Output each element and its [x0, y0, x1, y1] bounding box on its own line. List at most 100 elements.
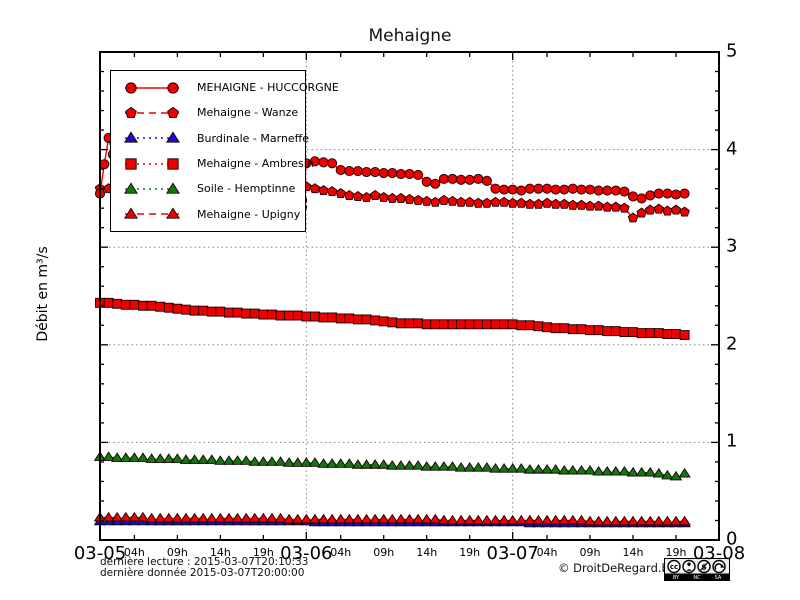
data-point-square — [593, 325, 604, 336]
data-point-pentagon — [125, 106, 137, 118]
data-point-square — [352, 314, 363, 325]
data-point-triangle — [300, 513, 313, 524]
data-point-circle — [645, 190, 656, 201]
data-point-triangle — [377, 459, 390, 469]
data-point-circle — [447, 173, 458, 184]
data-point-pentagon — [412, 194, 424, 205]
data-point-square — [619, 327, 630, 338]
data-point-square — [249, 308, 260, 319]
data-point-triangle — [575, 464, 588, 475]
data-point-square — [421, 319, 432, 330]
data-point-pentagon — [507, 197, 518, 208]
data-point-circle — [610, 185, 621, 196]
legend-triangle-marker — [123, 131, 181, 143]
data-point-triangle — [153, 453, 167, 463]
data-point-circle — [507, 184, 518, 195]
data-point-circle — [636, 193, 647, 204]
svg-text:cc: cc — [670, 563, 678, 571]
data-point-triangle — [196, 454, 210, 464]
data-point-triangle — [678, 515, 691, 526]
data-point-square — [473, 319, 484, 330]
data-point-pentagon — [550, 198, 561, 209]
data-point-triangle — [179, 512, 193, 523]
data-point-square — [645, 328, 656, 339]
data-point-square — [447, 319, 458, 330]
series-mehaigne-ambresin — [95, 297, 690, 340]
data-point-pentagon — [369, 189, 381, 200]
legend-circle-marker — [125, 82, 179, 94]
data-point-triangle — [282, 513, 296, 524]
data-point-triangle — [506, 463, 519, 473]
data-point-triangle — [592, 465, 605, 476]
data-point-triangle — [123, 207, 139, 219]
x-hour-label: 14h — [622, 546, 644, 559]
data-point-square — [550, 323, 561, 334]
data-point-pentagon — [670, 204, 682, 215]
data-point-pentagon — [653, 203, 665, 214]
data-point-triangle — [386, 460, 399, 470]
data-point-circle — [404, 168, 415, 180]
data-point-square — [507, 319, 518, 330]
x-hour-label: 09h — [373, 546, 395, 559]
data-point-triangle — [652, 515, 666, 526]
data-point-pentagon — [627, 212, 639, 223]
data-point-circle — [361, 166, 372, 178]
data-point-square — [395, 318, 406, 329]
chart-legend: MEHAIGNE - HUCCORGNE Mehaigne - Wanze Burd… — [110, 70, 339, 232]
data-point-triangle — [463, 462, 476, 472]
series-mehaigne-upigny — [93, 511, 691, 526]
data-point-pentagon — [515, 197, 527, 208]
data-point-square — [602, 326, 613, 337]
data-point-triangle — [110, 452, 124, 462]
data-point-square — [464, 319, 475, 330]
data-point-triangle — [128, 511, 141, 522]
svg-text:BY: BY — [673, 575, 680, 581]
data-point-triangle — [317, 513, 330, 524]
data-point-square — [542, 322, 553, 333]
data-point-circle — [653, 188, 664, 199]
data-point-pentagon — [464, 196, 475, 207]
legend-triangle-marker — [123, 207, 181, 219]
x-hour-label: 14h — [209, 546, 231, 559]
data-point-triangle — [123, 131, 139, 143]
data-point-pentagon — [309, 183, 321, 194]
data-point-triangle — [472, 514, 485, 525]
data-point-triangle — [446, 461, 459, 471]
legend-item: Soile - Hemptinne — [111, 177, 305, 201]
data-point-triangle — [626, 515, 640, 526]
data-point-triangle — [377, 513, 390, 524]
x-date-label: 03-07 — [486, 543, 539, 564]
data-point-triangle — [239, 512, 253, 523]
data-point-pentagon — [430, 196, 441, 207]
data-point-triangle — [351, 459, 365, 469]
data-point-triangle — [601, 465, 614, 476]
data-point-triangle — [162, 453, 176, 463]
data-point-square — [189, 305, 200, 316]
data-point-triangle — [549, 514, 562, 525]
data-point-triangle — [618, 515, 631, 526]
data-point-circle — [464, 174, 475, 185]
data-point-triangle — [566, 464, 580, 475]
data-point-triangle — [239, 455, 253, 465]
data-point-triangle — [368, 459, 382, 469]
legend-label: Mehaigne - Wanze — [197, 106, 299, 120]
data-point-square — [456, 319, 467, 330]
data-point-triangle — [119, 511, 133, 522]
x-hour-label: 19h — [459, 546, 481, 559]
data-point-circle — [516, 185, 527, 196]
data-point-square — [378, 316, 389, 327]
axes-frame — [99, 51, 720, 541]
data-point-circle — [679, 188, 690, 199]
data-point-triangle — [205, 512, 218, 523]
data-point-square — [292, 310, 303, 321]
x-hour-label: 09h — [579, 546, 601, 559]
data-point-square — [533, 321, 544, 332]
data-point-circle — [395, 168, 406, 180]
x-date-label: 03-05 — [73, 543, 127, 564]
x-date-label: 03-08 — [692, 543, 746, 564]
data-point-triangle — [308, 457, 322, 467]
data-point-triangle — [583, 464, 597, 475]
data-point-triangle — [325, 513, 339, 524]
data-point-circle — [438, 173, 449, 184]
